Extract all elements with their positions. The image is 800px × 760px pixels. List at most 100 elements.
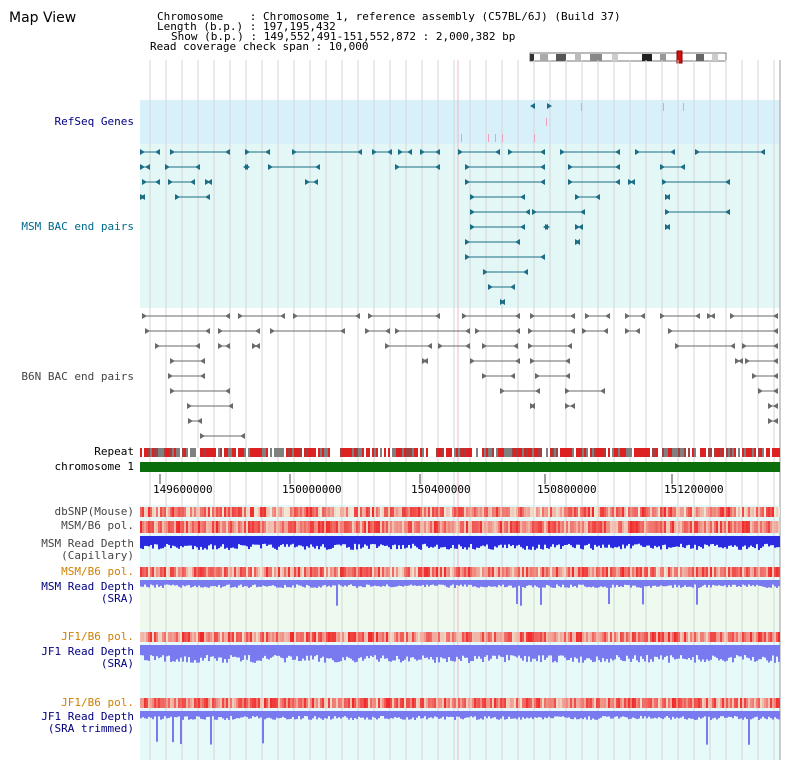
polymorphism-cell bbox=[518, 567, 520, 577]
read-depth-bar bbox=[746, 711, 748, 720]
polymorphism-cell bbox=[486, 567, 488, 577]
track-label-jf1-depth-sra[interactable]: JF1 Read Depth bbox=[41, 645, 134, 658]
polymorphism-cell bbox=[178, 567, 180, 577]
read-depth-bar bbox=[450, 580, 452, 586]
read-depth-bar bbox=[448, 645, 450, 658]
read-depth-bar bbox=[296, 536, 298, 547]
polymorphism-cell bbox=[698, 521, 700, 533]
msm-bac-pair-end bbox=[488, 284, 493, 290]
polymorphism-cell bbox=[362, 521, 364, 533]
track-label-msm-b6-pol-1[interactable]: MSM/B6 pol. bbox=[61, 519, 134, 532]
track-label-jf1-depth-trimmed[interactable]: JF1 Read Depth bbox=[41, 710, 134, 723]
read-depth-bar bbox=[520, 536, 522, 547]
polymorphism-cell bbox=[162, 698, 164, 708]
read-depth-bar bbox=[678, 536, 680, 547]
polymorphism-cell bbox=[476, 507, 478, 517]
track-label-jf1-b6-pol-1[interactable]: JF1/B6 pol. bbox=[61, 630, 134, 643]
polymorphism-cell bbox=[738, 698, 740, 708]
track-label-repeat[interactable]: Repeat bbox=[94, 445, 134, 458]
track-label-dbsnp[interactable]: dbSNP(Mouse) bbox=[54, 505, 134, 518]
read-depth-bar bbox=[268, 711, 270, 718]
read-depth-bar bbox=[274, 536, 276, 549]
polymorphism-cell bbox=[734, 698, 736, 708]
polymorphism-cell bbox=[242, 507, 244, 517]
polymorphism-cell bbox=[142, 507, 144, 517]
read-depth-bar bbox=[226, 645, 228, 663]
read-depth-bar bbox=[218, 711, 220, 718]
track-label-chromosome[interactable]: chromosome 1 bbox=[54, 460, 134, 473]
b6n-bac-pair-end bbox=[675, 343, 680, 349]
track-label-msm-depth-sra-sub: (SRA) bbox=[100, 592, 134, 605]
polymorphism-cell bbox=[356, 507, 358, 517]
polymorphism-cell bbox=[230, 521, 232, 533]
polymorphism-cell bbox=[540, 567, 542, 577]
polymorphism-cell bbox=[248, 507, 250, 517]
polymorphism-cell bbox=[420, 567, 422, 577]
polymorphism-cell bbox=[256, 632, 258, 642]
read-depth-bar bbox=[550, 580, 552, 588]
track-label-refseq-genes[interactable]: RefSeq Genes bbox=[54, 115, 134, 128]
read-depth-bar bbox=[484, 645, 486, 657]
polymorphism-cell bbox=[296, 632, 298, 642]
read-depth-bar bbox=[510, 580, 512, 586]
polymorphism-cell bbox=[346, 632, 348, 642]
polymorphism-cell bbox=[448, 698, 450, 708]
repeat-segment bbox=[710, 448, 712, 457]
polymorphism-cell bbox=[678, 521, 680, 533]
polymorphism-cell bbox=[504, 521, 506, 533]
polymorphism-cell bbox=[288, 521, 290, 533]
track-label-b6n-bac[interactable]: B6N BAC end pairs bbox=[21, 370, 134, 383]
read-depth-bar bbox=[412, 536, 414, 544]
polymorphism-cell bbox=[772, 632, 774, 642]
polymorphism-cell bbox=[374, 521, 376, 533]
polymorphism-cell bbox=[218, 567, 220, 577]
polymorphism-cell bbox=[708, 632, 710, 642]
track-label-msm-depth-capillary[interactable]: MSM Read Depth bbox=[41, 537, 134, 550]
read-depth-bar bbox=[156, 645, 158, 657]
polymorphism-cell bbox=[462, 632, 464, 642]
polymorphism-cell bbox=[756, 521, 758, 533]
polymorphism-cell bbox=[746, 698, 748, 708]
read-depth-bar bbox=[372, 536, 374, 544]
repeat-segment bbox=[756, 448, 758, 457]
read-depth-bar bbox=[262, 645, 264, 658]
polymorphism-cell bbox=[288, 698, 290, 708]
repeat-segment bbox=[176, 448, 178, 457]
track-label-msm-depth-sra[interactable]: MSM Read Depth bbox=[41, 580, 134, 593]
read-depth-bar bbox=[462, 645, 464, 656]
ideogram-band bbox=[556, 54, 566, 61]
track-label-msm-bac[interactable]: MSM BAC end pairs bbox=[21, 220, 134, 233]
repeat-segment bbox=[764, 448, 766, 457]
track-label-jf1-b6-pol-2[interactable]: JF1/B6 pol. bbox=[61, 696, 134, 709]
read-depth-bar bbox=[352, 711, 354, 720]
repeat-segment bbox=[510, 448, 512, 457]
polymorphism-cell bbox=[504, 698, 506, 708]
read-depth-bar bbox=[212, 645, 214, 657]
polymorphism-cell bbox=[628, 521, 630, 533]
polymorphism-cell bbox=[630, 507, 632, 517]
msm-bac-pair-end bbox=[140, 149, 145, 155]
read-depth-bar bbox=[740, 536, 742, 550]
read-depth-bar bbox=[266, 580, 268, 587]
repeat-segment bbox=[178, 448, 180, 457]
read-depth-bar bbox=[512, 645, 514, 656]
read-depth-bar bbox=[360, 711, 362, 718]
track-label-msm-b6-pol-2[interactable]: MSM/B6 pol. bbox=[61, 565, 134, 578]
polymorphism-cell bbox=[490, 632, 492, 642]
polymorphism-cell bbox=[300, 698, 302, 708]
read-depth-bar bbox=[554, 536, 556, 548]
polymorphism-cell bbox=[416, 507, 418, 517]
repeat-segment bbox=[704, 448, 706, 457]
polymorphism-cell bbox=[460, 507, 462, 517]
read-depth-bar bbox=[626, 580, 628, 586]
read-depth-bar bbox=[436, 536, 438, 545]
read-depth-bar bbox=[316, 645, 318, 655]
polymorphism-cell bbox=[596, 567, 598, 577]
read-depth-bar bbox=[368, 536, 370, 549]
repeat-segment bbox=[252, 448, 254, 457]
polymorphism-cell bbox=[232, 698, 234, 708]
polymorphism-cell bbox=[752, 632, 754, 642]
read-depth-bar bbox=[590, 711, 592, 720]
repeat-segment bbox=[232, 448, 234, 457]
